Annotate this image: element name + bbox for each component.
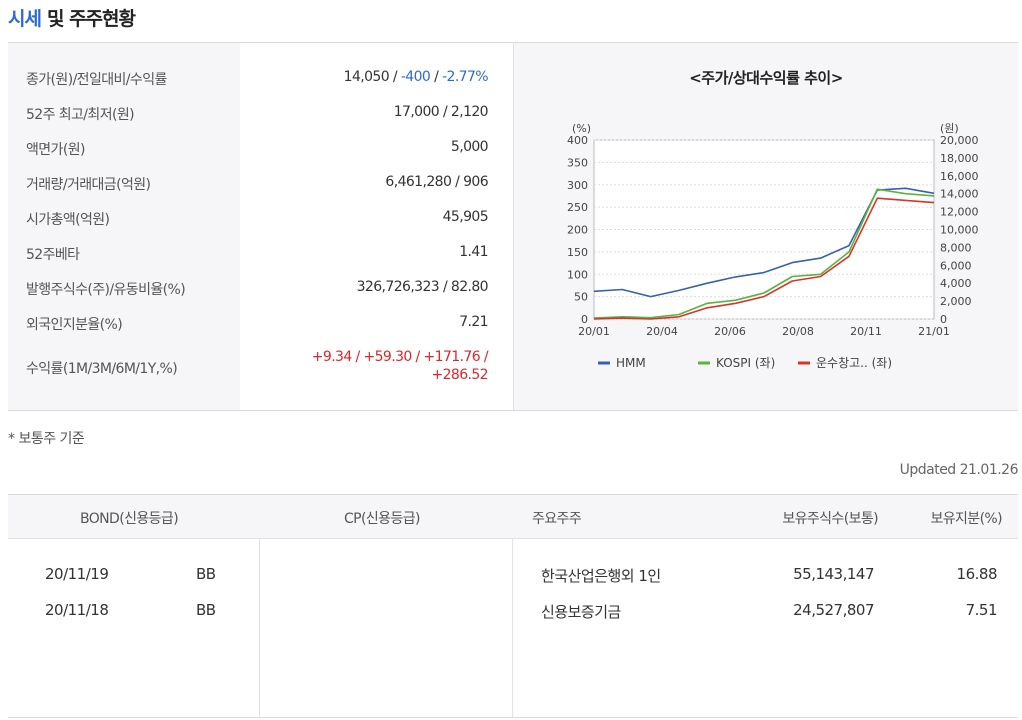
y-left-tick-label: 100 (567, 268, 588, 281)
y-left-tick-label: 400 (567, 134, 588, 147)
y-left-tick-label: 300 (567, 179, 588, 192)
chart-title: <주가/상대수익률 추이> (689, 69, 843, 87)
x-tick-label: 20/04 (646, 325, 678, 338)
holder-pct: 16.88 (956, 565, 998, 583)
header-major-holder: 주요주주 (532, 511, 582, 527)
y-right-tick-label: 20,000 (940, 134, 979, 147)
returns-line-2: +286.52 (431, 367, 488, 383)
stat-label: 수익률(1M/3M/6M/1Y,%) (26, 361, 178, 377)
stat-label: 52주 최고/최저(원) (26, 107, 135, 123)
market-summary-panel: 종가(원)/전일대비/수익률 14,050 / -400 / -2.77% 52… (8, 42, 1018, 411)
column-divider (259, 539, 260, 717)
stat-value: 7.21 (459, 314, 488, 330)
legend-label: HMM (616, 356, 646, 370)
series-line-2 (593, 197, 935, 320)
holder-name: 한국산업은행외 1인 (541, 567, 661, 585)
section-title-rest: 및 주주현황 (46, 8, 136, 30)
y-left-tick-label: 250 (567, 201, 588, 214)
y-right-tick-label: 2,000 (940, 295, 972, 308)
bond-date: 20/11/18 (45, 601, 109, 619)
y-right-tick-label: 18,000 (940, 152, 979, 165)
stat-row-market-cap: 시가총액(억원) 45,905 (8, 201, 508, 235)
panel-divider (513, 43, 514, 410)
x-tick-label: 20/06 (714, 325, 746, 338)
stat-label: 외국인지분율(%) (26, 317, 123, 333)
y-right-tick-label: 0 (940, 313, 947, 326)
stat-label: 거래량/거래대금(억원) (26, 177, 151, 193)
y-left-unit: (%) (572, 122, 591, 135)
holder-shares: 55,143,147 (793, 565, 874, 583)
header-cp: CP(신용등급) (344, 511, 420, 527)
stat-value: 14,050 / -400 / -2.77% (343, 69, 489, 85)
header-bond: BOND(신용등급) (80, 511, 179, 527)
x-tick-label: 21/01 (918, 325, 950, 338)
section-title-accent: 시세 (8, 8, 42, 30)
x-tick-label: 20/11 (850, 325, 882, 338)
header-ownership-pct: 보유지분(%) (930, 511, 1002, 527)
y-right-tick-label: 14,000 (940, 188, 979, 201)
updated-date: Updated 21.01.26 (899, 462, 1019, 478)
stat-row-close-price: 종가(원)/전일대비/수익률 14,050 / -400 / -2.77% (8, 61, 508, 95)
stat-label: 시가총액(억원) (26, 212, 110, 228)
stat-row-beta: 52주베타 1.41 (8, 236, 508, 270)
y-left-tick-label: 50 (574, 291, 588, 304)
bond-holder-panel: BOND(신용등급) CP(신용등급) 주요주주 보유주식수(보통) 보유지분(… (8, 494, 1018, 718)
x-tick-label: 20/08 (782, 325, 814, 338)
y-right-tick-label: 8,000 (940, 241, 972, 254)
bond-date: 20/11/19 (45, 565, 109, 583)
column-divider (512, 539, 513, 717)
price-chart: 0 50 100 150 200 250 300 350 400 0 2,000 4,000 6,000… (567, 122, 979, 370)
section-title: 시세 및 주주현황 (8, 4, 136, 31)
stat-row-par-value: 액면가(원) 5,000 (8, 131, 508, 165)
header-shares-held: 보유주식수(보통) (782, 511, 878, 527)
table-header: BOND(신용등급) CP(신용등급) 주요주주 보유주식수(보통) 보유지분(… (8, 495, 1018, 539)
stat-label: 52주베타 (26, 247, 80, 263)
stat-row-52w-high-low: 52주 최고/최저(원) 17,000 / 2,120 (8, 96, 508, 130)
stat-value: 6,461,280 / 906 (385, 174, 488, 190)
stat-value: 17,000 / 2,120 (393, 104, 489, 120)
y-left-tick-label: 150 (567, 246, 588, 259)
y-right-unit: (원) (940, 122, 959, 135)
common-stock-note: * 보통주 기준 (8, 431, 85, 447)
y-right-tick-label: 12,000 (940, 206, 979, 219)
stat-value: 1.41 (459, 244, 488, 260)
stat-row-returns: 수익률(1M/3M/6M/1Y,%) +9.34 / +59.30 / +171… (8, 348, 508, 392)
series-line-1 (593, 188, 935, 319)
holder-shares: 24,527,807 (793, 601, 874, 619)
stat-value: 5,000 (450, 139, 489, 155)
holder-pct: 7.51 (965, 601, 998, 619)
legend-label: KOSPI (좌) (716, 356, 775, 370)
stat-row-volume: 거래량/거래대금(억원) 6,461,280 / 906 (8, 166, 508, 200)
price-chart-panel: <주가/상대수익률 추이> 0 50 100 150 200 250 300 350 400 0 2… (514, 43, 1018, 410)
y-right-tick-label: 4,000 (940, 277, 972, 290)
stat-value: +9.34 / +59.30 / +171.76 / +286.52 (311, 348, 489, 384)
returns-line-1: +9.34 / +59.30 / +171.76 / (311, 349, 489, 365)
y-left-tick-label: 350 (567, 156, 588, 169)
stat-value: 326,726,323 / 82.80 (356, 279, 489, 295)
stat-row-shares-outstanding: 발행주식수(주)/유동비율(%) 326,726,323 / 82.80 (8, 271, 508, 305)
bond-grade: BB (196, 565, 216, 583)
label-column-background (8, 43, 240, 410)
y-left-tick-label: 0 (581, 313, 588, 326)
stat-label: 발행주식수(주)/유동비율(%) (26, 282, 186, 298)
stat-value: 45,905 (442, 209, 489, 225)
y-right-tick-label: 10,000 (940, 224, 979, 237)
legend-label: 운수창고.. (좌) (816, 356, 892, 370)
holder-name: 신용보증기금 (541, 603, 621, 621)
bond-grade: BB (196, 601, 216, 619)
stat-label: 액면가(원) (26, 142, 85, 158)
y-right-tick-label: 6,000 (940, 259, 972, 272)
stat-row-foreign-ownership: 외국인지분율(%) 7.21 (8, 306, 508, 340)
y-right-tick-label: 16,000 (940, 170, 979, 183)
y-left-tick-label: 200 (567, 224, 588, 237)
stat-label: 종가(원)/전일대비/수익률 (26, 72, 167, 88)
x-tick-label: 20/01 (578, 325, 610, 338)
